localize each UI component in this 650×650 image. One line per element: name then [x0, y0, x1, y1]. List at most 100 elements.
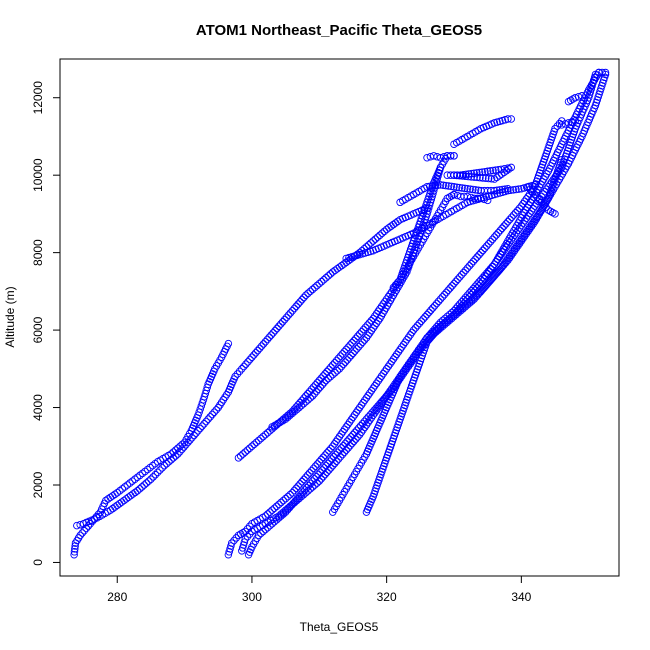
data-point: [421, 313, 429, 321]
data-point: [323, 449, 331, 457]
data-point: [272, 516, 281, 524]
data-point: [192, 429, 200, 437]
data-point: [142, 479, 151, 487]
data-point: [338, 350, 347, 358]
data-point: [267, 331, 275, 339]
data-point: [469, 284, 477, 293]
data-point: [174, 450, 182, 458]
data-point: [353, 345, 361, 353]
data-point: [283, 506, 292, 514]
data-point: [468, 297, 476, 305]
x-tick-label: 300: [242, 590, 262, 604]
data-point: [227, 542, 235, 550]
data-point: [493, 173, 501, 182]
data-point: [212, 406, 220, 414]
data-point: [288, 407, 297, 416]
data-point: [415, 319, 424, 328]
data-point: [450, 310, 458, 319]
data-point: [239, 450, 247, 458]
data-point: [287, 501, 296, 510]
data-point: [308, 483, 317, 491]
data-point: [111, 503, 119, 511]
data-point: [332, 356, 341, 365]
data-point: [456, 273, 464, 281]
data-point: [204, 415, 212, 423]
data-point: [308, 392, 317, 400]
data-point: [479, 246, 487, 255]
data-point: [290, 407, 299, 416]
data-point: [292, 302, 300, 311]
data-point: [196, 424, 204, 433]
data-point: [448, 192, 456, 200]
data-point: [427, 306, 435, 314]
data-point: [280, 315, 289, 324]
data-point: [312, 472, 321, 481]
data-point: [465, 299, 474, 307]
data-point: [113, 501, 121, 510]
data-point: [356, 340, 365, 349]
data-point: [372, 404, 380, 412]
data-point: [304, 289, 312, 298]
y-tick-label: 0: [31, 559, 45, 566]
data-point: [473, 253, 481, 261]
data-point: [254, 436, 263, 445]
data-point: [419, 315, 427, 323]
data-points: [70, 68, 610, 559]
data-point: [413, 321, 422, 330]
data-point: [272, 502, 281, 511]
data-point: [494, 267, 503, 276]
data-point: [409, 326, 418, 334]
data-point: [443, 194, 452, 203]
data-point: [245, 522, 254, 531]
data-point: [411, 324, 420, 332]
data-point: [244, 358, 252, 366]
data-point: [321, 451, 329, 459]
data-point: [311, 462, 320, 470]
data-point: [450, 171, 458, 179]
data-point: [359, 325, 368, 334]
data-series-4: [224, 117, 566, 559]
data-point: [277, 320, 285, 328]
data-point: [598, 68, 606, 77]
data-point: [236, 530, 245, 538]
data-point: [286, 309, 295, 317]
chart-title: ATOM1 Northeast_Pacific Theta_GEOS5: [196, 22, 482, 39]
data-point: [106, 493, 115, 502]
data-point: [275, 512, 283, 520]
data-point: [288, 409, 297, 418]
data-point: [292, 484, 300, 493]
data-point: [463, 264, 472, 272]
data-point: [326, 457, 334, 465]
data-point: [131, 475, 139, 483]
data-point: [566, 96, 575, 105]
data-point: [354, 342, 363, 351]
data-point: [341, 439, 350, 448]
data-point: [466, 185, 474, 193]
data-series-1: [73, 204, 431, 530]
data-series-7: [329, 70, 600, 516]
data-point: [331, 450, 340, 459]
data-point: [160, 461, 169, 470]
data-point: [426, 182, 434, 191]
data-point: [279, 496, 288, 505]
data-point: [479, 174, 487, 182]
data-point: [339, 360, 348, 369]
data-point: [234, 454, 243, 462]
data-point: [461, 184, 469, 193]
data-point: [122, 495, 130, 503]
data-point: [309, 464, 318, 473]
data-point: [465, 262, 474, 270]
data-point: [265, 333, 274, 342]
data-point: [498, 224, 506, 233]
data-point: [304, 396, 312, 404]
data-point: [326, 372, 335, 381]
data-point: [431, 181, 439, 190]
data-point: [360, 417, 369, 426]
data-point: [356, 422, 365, 430]
data-point: [178, 445, 186, 454]
data-point: [261, 337, 270, 346]
data-point: [343, 356, 351, 364]
data-point: [275, 322, 283, 330]
data-point: [266, 427, 274, 435]
